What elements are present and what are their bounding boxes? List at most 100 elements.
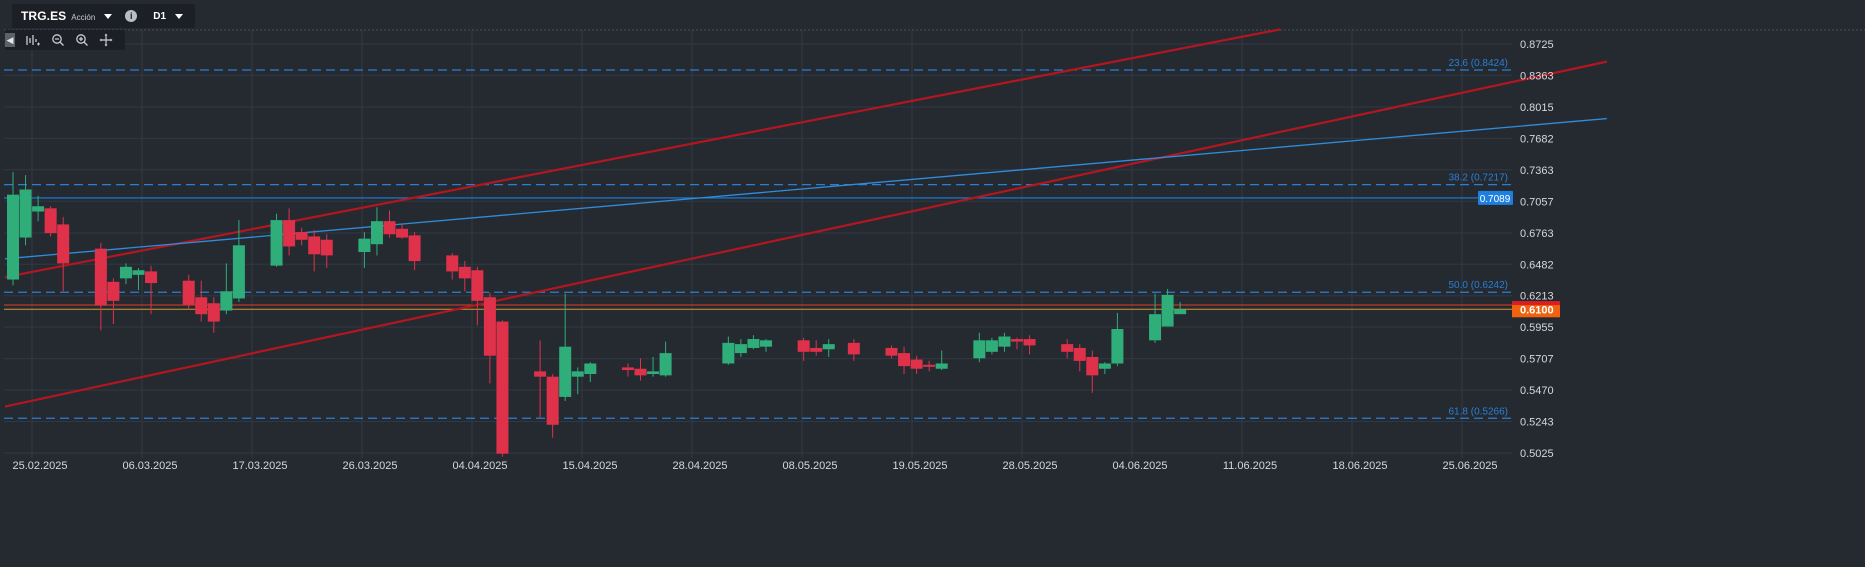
candle-body: [885, 347, 898, 356]
candle-body: [973, 340, 986, 359]
chevron-down-icon[interactable]: [175, 13, 184, 19]
candle-body: [1161, 294, 1174, 327]
date-tick-label: 04.04.2025: [452, 460, 507, 472]
candle-body: [810, 347, 823, 352]
candle-body: [370, 221, 383, 245]
date-tick-label: 17.03.2025: [232, 460, 287, 472]
fibonacci-label: 38.2 (0.7217): [1449, 173, 1509, 184]
candle-body: [898, 353, 911, 367]
candle-body: [935, 363, 948, 369]
channel-lower-line[interactable]: [4, 60, 1608, 408]
candle-body: [1086, 356, 1099, 376]
candle-body: [760, 340, 772, 347]
candle-body: [44, 208, 57, 234]
candle-body: [797, 340, 810, 352]
price-tick-label: 0.7363: [1520, 165, 1554, 177]
candle-body: [308, 236, 321, 255]
candle-body: [32, 206, 45, 212]
price-tick-label: 0.5955: [1520, 322, 1554, 334]
candle-body: [985, 340, 998, 352]
fibonacci-label: 23.6 (0.8424): [1449, 58, 1509, 69]
candle-body: [910, 359, 923, 369]
candle-body: [571, 371, 584, 377]
price-tick-label: 0.5707: [1520, 354, 1554, 366]
candle-body: [534, 371, 547, 377]
price-axis: 0.8725 0.8363 0.8015 0.7682 0.7363 0.7057 0.67…: [1520, 39, 1554, 460]
current-price-badge: [1512, 302, 1560, 318]
date-tick-label: 28.04.2025: [672, 460, 727, 472]
horizontal-level-label: 0.7089: [1480, 194, 1511, 205]
candle-body: [195, 297, 208, 315]
price-tick-label: 0.6213: [1520, 291, 1554, 303]
candle-body: [57, 224, 70, 264]
candle-body: [396, 228, 409, 238]
current-price-label: 0.6100: [1520, 304, 1554, 316]
price-tick-label: 0.7057: [1520, 196, 1554, 208]
candle-body: [822, 344, 835, 350]
candle-body: [1111, 329, 1124, 364]
candle-body: [270, 220, 283, 266]
candle-body: [1061, 344, 1074, 352]
horizontal-levels[interactable]: 0.7089 0.6100: [4, 190, 1560, 318]
candle-body: [408, 235, 421, 262]
candle-body: [220, 291, 233, 311]
candle-body: [1023, 339, 1036, 346]
candle-body: [1098, 363, 1111, 369]
chart-grid: [4, 29, 1865, 458]
candle-body: [207, 303, 220, 322]
candle-body: [923, 364, 936, 367]
chevron-down-icon[interactable]: [104, 13, 113, 19]
support-line-marker: [1512, 301, 1560, 306]
date-tick-label: 19.05.2025: [892, 460, 947, 472]
price-tick-label: 0.5470: [1520, 385, 1554, 397]
candle-body: [1073, 347, 1086, 361]
candle-body: [295, 232, 308, 240]
date-tick-label: 18.06.2025: [1332, 460, 1387, 472]
candle-body: [584, 363, 597, 375]
date-axis: 25.02.2025 06.03.2025 17.03.2025 26.03.2025…: [12, 460, 1497, 472]
candle-body: [621, 367, 634, 371]
candle-body: [496, 321, 509, 454]
candle-body: [107, 281, 120, 301]
zoom-out-icon[interactable]: [51, 33, 65, 47]
timeframe-selector[interactable]: D1: [153, 10, 167, 22]
candle-body: [722, 342, 735, 364]
candles: [7, 172, 1187, 457]
date-tick-label: 11.06.2025: [1223, 460, 1277, 472]
symbol-toolbar: TRG.ES Acción i D1: [12, 4, 195, 28]
candle-body: [998, 336, 1011, 347]
symbol-name[interactable]: TRG.ES: [21, 9, 67, 23]
fibonacci-levels[interactable]: 23.6 (0.8424) 38.2 (0.7217) 50.0 (0.6242) 6…: [4, 58, 1512, 419]
trend-line-line[interactable]: [4, 117, 1607, 260]
collapse-panel-icon[interactable]: ◀: [5, 33, 15, 47]
info-icon[interactable]: i: [125, 10, 138, 22]
zoom-in-icon[interactable]: [75, 33, 89, 47]
candle-body: [471, 270, 484, 301]
price-tick-label: 0.5243: [1520, 417, 1554, 429]
date-tick-label: 15.04.2025: [562, 460, 617, 472]
horizontal-level-badge: [1478, 190, 1513, 205]
candle-body: [559, 346, 572, 397]
channel-upper-line[interactable]: [4, 28, 1281, 279]
crosshair-move-icon[interactable]: [99, 33, 113, 47]
date-tick-label: 25.02.2025: [12, 460, 67, 472]
candle-body: [1149, 314, 1162, 341]
candle-body: [483, 297, 496, 356]
candle-body: [634, 368, 647, 376]
candle-body: [1174, 309, 1187, 315]
candle-body: [747, 339, 760, 348]
price-tick-label: 0.7682: [1520, 133, 1554, 145]
candle-body: [358, 238, 371, 253]
candle-body: [94, 248, 107, 306]
fibonacci-label: 50.0 (0.6242): [1449, 280, 1509, 291]
price-tick-label: 0.8725: [1520, 39, 1554, 51]
price-tick-label: 0.8015: [1520, 102, 1554, 114]
indicators-icon[interactable]: [25, 33, 41, 47]
candle-body: [847, 342, 860, 355]
candle-body: [132, 270, 145, 275]
candle-body: [458, 266, 471, 279]
date-tick-label: 26.03.2025: [342, 460, 397, 472]
candle-body: [320, 239, 333, 256]
candle-body: [19, 189, 32, 238]
